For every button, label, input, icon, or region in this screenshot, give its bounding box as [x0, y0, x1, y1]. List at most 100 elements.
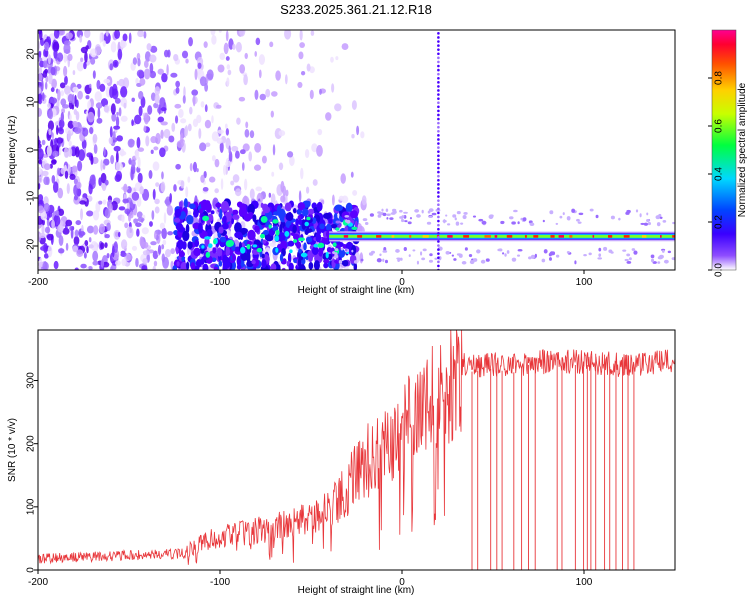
- spectrogram-noise-blob: [160, 129, 164, 139]
- spectrogram-noise-blob: [137, 58, 141, 67]
- spectrogram-noise-blob: [239, 64, 246, 74]
- spectrogram-band-blob: [175, 222, 183, 231]
- spectrogram-band-blob: [292, 207, 297, 214]
- spectrogram-noise-blob: [254, 89, 259, 100]
- spectrogram-band-blob: [307, 208, 315, 215]
- spectrogram-noise-blob: [67, 53, 73, 62]
- spectrogram-noise-blob: [38, 73, 43, 82]
- spectrogram-spike-dot: [437, 125, 440, 129]
- spectrogram-band-speck: [566, 250, 570, 254]
- spectrogram-band-blob: [313, 260, 320, 270]
- spectrogram-noise-blob: [219, 52, 226, 61]
- spectrogram-noise-blob: [115, 116, 120, 128]
- spectrogram-noise-blob: [93, 245, 99, 253]
- spectrogram-noise-blob: [180, 180, 185, 189]
- spectrogram-band-peak: [494, 235, 498, 238]
- spectrogram-band-blob: [262, 239, 267, 244]
- spectrogram-noise-blob: [243, 195, 248, 204]
- spectrogram-band-speck: [603, 246, 608, 251]
- spectrogram-noise-blob: [214, 188, 219, 194]
- spectrogram-noise-blob: [174, 115, 179, 124]
- spectrogram-noise-blob: [152, 265, 156, 270]
- spectrogram-band-speck: [416, 214, 421, 218]
- spectrogram-spike-dot: [437, 256, 440, 260]
- spectrogram-noise-blob: [88, 244, 94, 249]
- spectrogram-band-blob: [194, 239, 200, 248]
- spectrogram-band-speck: [429, 253, 433, 257]
- spectrogram-band-blob: [234, 231, 243, 239]
- spectrogram-noise-blob: [361, 195, 367, 206]
- spectrogram-noise-blob: [98, 177, 102, 187]
- spectrogram-noise-blob: [57, 224, 64, 233]
- colorbar-ticks: 0.0 0.2 0.4 0.6 0.8: [708, 71, 725, 277]
- spectrogram-noise-blob: [63, 65, 68, 77]
- spectrogram-noise-blob: [94, 91, 102, 102]
- spectrogram-spike-dot: [437, 215, 440, 219]
- spectrogram-noise-blob: [123, 102, 127, 109]
- spectrogram-band-speck: [463, 211, 468, 215]
- spectrogram-band-blob: [298, 264, 306, 270]
- colorbar-label: Normalized spectral amplitude: [737, 82, 748, 217]
- spectrogram-noise-blob: [84, 30, 91, 39]
- spectrogram-noise-blob: [152, 161, 160, 171]
- spectrogram-noise-blob: [189, 163, 193, 172]
- spectrogram-noise-blob: [142, 188, 150, 201]
- spectrogram-noise-blob: [76, 83, 82, 89]
- spectrogram-band-speck: [407, 221, 412, 225]
- spectrogram-spike-dot: [437, 178, 440, 182]
- spectrogram-noise-blob: [51, 174, 56, 184]
- spectrogram-band-speck: [420, 251, 423, 256]
- spectrogram-band-blob: [303, 242, 307, 251]
- spectrogram-noise-blob: [141, 265, 148, 270]
- spectrogram-band-blob: [219, 208, 223, 220]
- spectrogram-noise-blob: [188, 37, 193, 47]
- spectrogram-noise-blob: [146, 43, 152, 51]
- spectrogram-band-blob: [316, 201, 323, 212]
- spectrogram-band-blob: [223, 215, 227, 224]
- spectrogram-band-speck: [389, 217, 394, 221]
- spectrogram-band-peak: [409, 235, 412, 238]
- spectrogram-noise-blob: [100, 98, 109, 107]
- spectrogram-band-speck: [516, 254, 521, 257]
- spectrogram-band-blob: [277, 208, 286, 219]
- spectrogram-band-speck: [631, 248, 636, 251]
- spectrogram-band-speck: [360, 258, 364, 262]
- spectrogram-band-speck: [597, 257, 603, 260]
- spectrogram-band-speck: [384, 259, 388, 264]
- spectrogram-noise-blob: [135, 77, 139, 85]
- spectrogram-noise-blob: [115, 151, 119, 164]
- spectrogram-spike-dot: [437, 64, 440, 68]
- spectrogram-highlight-blob: [335, 227, 340, 231]
- spectrogram-band-speck: [456, 210, 461, 215]
- spectrogram-noise-blob: [235, 188, 242, 197]
- spectrogram-noise-blob: [259, 93, 267, 101]
- spectrogram-band-blob: [305, 236, 313, 243]
- spectrogram-noise-blob: [52, 41, 60, 52]
- spectrogram-band-speck: [462, 214, 467, 220]
- spectrogram-noise-blob: [109, 126, 113, 138]
- spectrogram-noise-blob: [120, 239, 128, 250]
- spectrogram-noise-blob: [158, 104, 161, 115]
- spectrogram-noise-blob: [278, 162, 284, 171]
- spectrogram-band-speck: [520, 217, 524, 221]
- spectrogram-noise-blob: [331, 194, 335, 206]
- spectrogram-band-blob: [231, 253, 237, 262]
- spectrogram-highlight-blob: [213, 239, 217, 245]
- spectrogram-noise-blob: [356, 125, 360, 136]
- spectrogram-noise-blob: [238, 30, 246, 37]
- spectrogram-band-blob: [252, 214, 257, 222]
- snr-y-axis-label: SNR (10 * v/v): [7, 418, 18, 482]
- spectrogram-noise-blob: [225, 30, 229, 42]
- spectrogram-noise-blob: [38, 265, 42, 270]
- spectrogram-band-speck: [399, 209, 403, 213]
- spectrogram-noise-blob: [278, 130, 286, 137]
- spectrogram-band-peak: [463, 235, 469, 238]
- spectrogram-band-blob: [205, 202, 212, 213]
- spectrogram-noise-blob: [115, 162, 120, 171]
- spectrogram-band-blob: [240, 252, 248, 261]
- spectrogram-band-blob: [181, 255, 185, 262]
- spectrogram-noise-blob: [225, 160, 232, 168]
- spectrogram-noise-blob: [89, 127, 94, 135]
- spectrogram-noise-blob: [223, 42, 229, 55]
- spectrogram-noise-blob: [43, 253, 49, 259]
